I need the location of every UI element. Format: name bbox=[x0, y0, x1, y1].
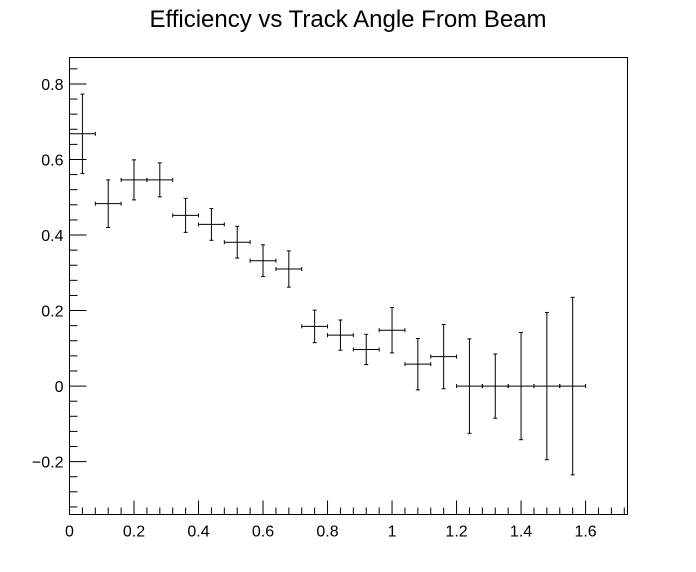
data-point bbox=[327, 319, 354, 351]
data-point bbox=[481, 353, 509, 419]
x-tick-label: 0.4 bbox=[187, 524, 209, 541]
x-tick-label: 0.8 bbox=[316, 524, 338, 541]
data-point bbox=[430, 324, 458, 390]
data-point bbox=[378, 307, 406, 354]
data-point bbox=[507, 331, 535, 441]
data-point bbox=[120, 159, 148, 201]
data-point bbox=[404, 337, 432, 391]
x-tick-label: 1.6 bbox=[574, 524, 596, 541]
x-tick-label: 1 bbox=[388, 524, 397, 541]
y-tick-label: 0.4 bbox=[41, 228, 63, 245]
data-point bbox=[69, 93, 96, 174]
data-point bbox=[172, 197, 200, 233]
x-axis: 0 0.2 0.4 0.6 0.8 1 1.2 1.4 1.6 bbox=[65, 500, 625, 541]
y-tick-label: 0.6 bbox=[41, 152, 63, 169]
chart-title: Efficiency vs Track Angle From Beam bbox=[149, 6, 547, 33]
plot-frame bbox=[69, 57, 628, 515]
x-tick-label: 1.4 bbox=[510, 524, 532, 541]
data-point bbox=[249, 244, 277, 278]
y-tick-label: 0.2 bbox=[41, 304, 63, 321]
data-point bbox=[198, 208, 225, 241]
data-point bbox=[352, 333, 380, 366]
data-point bbox=[559, 296, 587, 476]
x-tick-label: 0.2 bbox=[123, 524, 145, 541]
data-point bbox=[223, 225, 251, 259]
data-point bbox=[533, 311, 561, 461]
x-tick-label: 1.2 bbox=[445, 524, 467, 541]
data-point bbox=[275, 250, 303, 288]
data-point bbox=[301, 309, 329, 344]
y-axis: −0.2 0 0.2 0.4 0.6 0.8 bbox=[32, 68, 87, 508]
data-point bbox=[146, 162, 174, 198]
data-point bbox=[456, 338, 483, 434]
y-tick-label: −0.2 bbox=[32, 455, 64, 472]
y-tick-label: 0.8 bbox=[41, 77, 63, 94]
x-tick-label: 0.6 bbox=[252, 524, 274, 541]
data-point bbox=[94, 179, 122, 228]
x-tick-label: 0 bbox=[65, 524, 74, 541]
y-tick-label: 0 bbox=[55, 379, 64, 396]
data-points bbox=[69, 93, 587, 476]
